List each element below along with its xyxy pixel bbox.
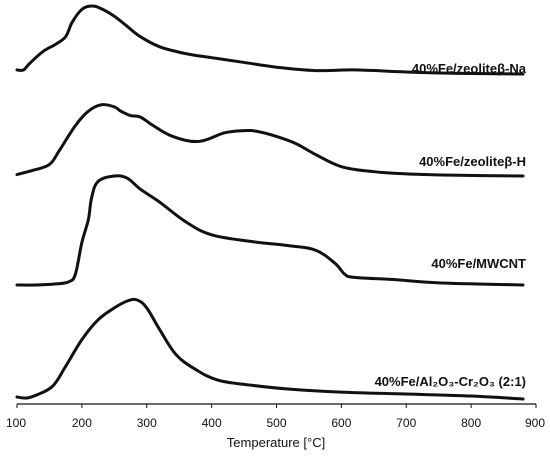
x-axis-title: Temperature [°C] bbox=[227, 435, 325, 450]
x-tick-label: 100 bbox=[6, 416, 26, 430]
x-tick-labels: 100 200 300 400 500 600 700 800 900 bbox=[6, 404, 545, 430]
series-4-label: 40%Fe/Al₂O₃-Cr₂O₃ (2:1) bbox=[375, 374, 526, 389]
series-1-label: 40%Fe/zeoliteβ-Na bbox=[412, 61, 527, 76]
series-3-label: 40%Fe/MWCNT bbox=[431, 256, 526, 271]
x-tick-label: 900 bbox=[525, 416, 545, 430]
x-tick-label: 200 bbox=[72, 416, 92, 430]
series-1-line bbox=[15, 4, 525, 76]
x-tick-label: 400 bbox=[202, 416, 222, 430]
series-labels-layer: 40%Fe/zeoliteβ-Na 40%Fe/zeoliteβ-H 40%Fe/M… bbox=[375, 61, 527, 389]
series-3-line bbox=[15, 174, 525, 287]
x-tick-label: 700 bbox=[396, 416, 416, 430]
x-tick-label: 600 bbox=[331, 416, 351, 430]
series-2-label: 40%Fe/zeoliteβ-H bbox=[419, 154, 526, 169]
x-tick-label: 500 bbox=[266, 416, 286, 430]
curves-layer bbox=[15, 4, 525, 401]
x-tick-label: 800 bbox=[461, 416, 481, 430]
series-2-line bbox=[15, 103, 525, 178]
x-tick-label: 300 bbox=[137, 416, 157, 430]
series-4-line bbox=[15, 297, 525, 401]
